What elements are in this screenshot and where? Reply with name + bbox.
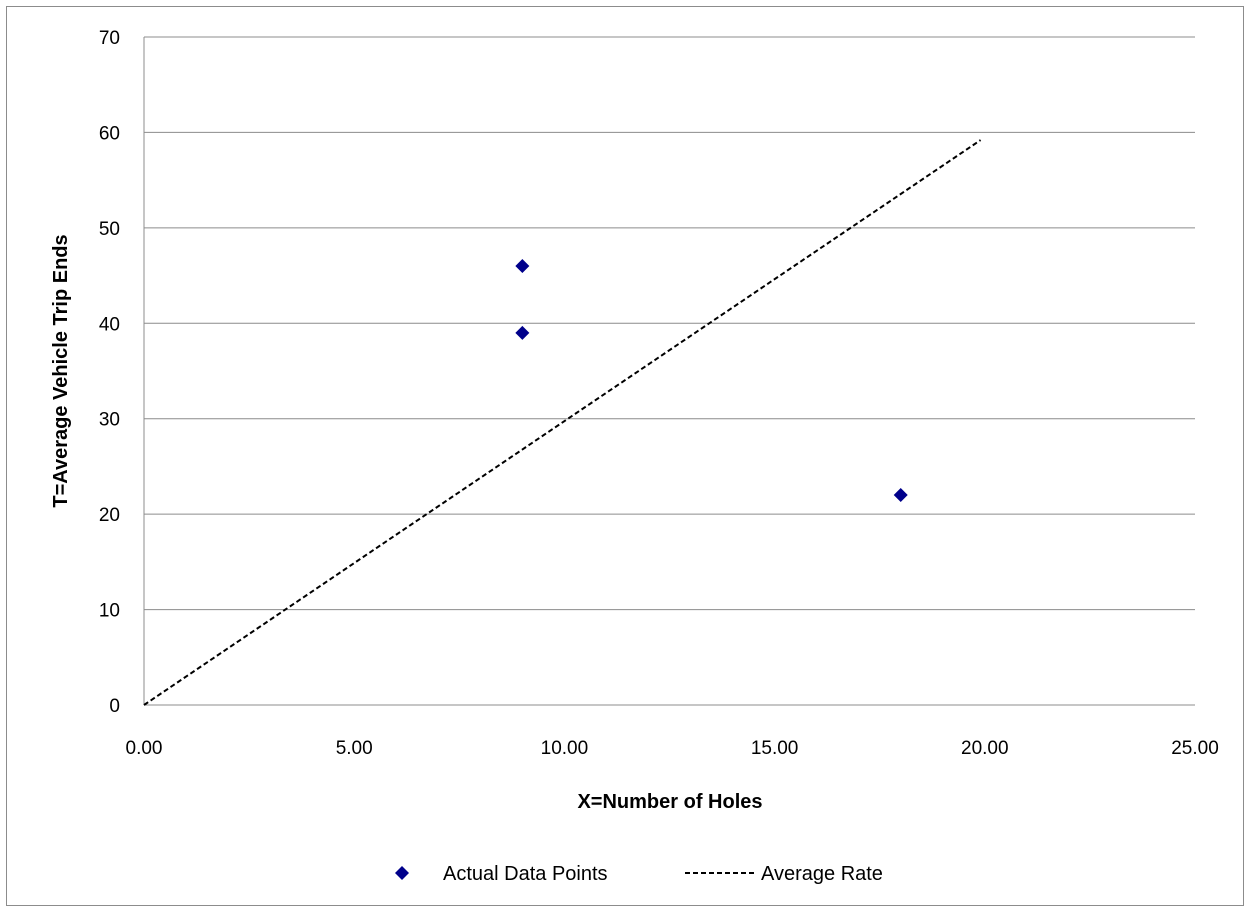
series-line-average-rate	[143, 139, 982, 706]
y-axis-title: T=Average Vehicle Trip Ends	[50, 234, 72, 507]
data-point-actual-data-points	[515, 325, 530, 340]
series-points	[515, 259, 908, 503]
y-tick-label: 50	[99, 219, 120, 240]
data-point-actual-data-points	[515, 259, 530, 274]
x-tick-label: 15.00	[751, 738, 799, 759]
y-axis-ticks: 0 10 20 30 40 50 60 70	[99, 28, 120, 717]
x-axis-title: X=Number of Holes	[577, 791, 762, 813]
chart-frame	[6, 6, 1244, 906]
x-axis-ticks: 0.00 5.00 10.00 15.00 20.00 25.00	[126, 738, 1219, 759]
series-lines	[143, 139, 982, 706]
x-tick-label: 5.00	[336, 738, 373, 759]
legend-marker-actual-data-points	[395, 866, 409, 880]
legend-label-actual-data-points: Actual Data Points	[443, 863, 608, 885]
y-tick-label: 0	[109, 696, 120, 717]
x-tick-label: 25.00	[1171, 738, 1219, 759]
y-tick-label: 30	[99, 410, 120, 431]
y-tick-label: 60	[99, 123, 120, 144]
legend-label-average-rate: Average Rate	[761, 863, 883, 885]
y-tick-label: 40	[99, 314, 120, 335]
legend: Actual Data Points Average Rate	[395, 863, 883, 885]
x-tick-label: 10.00	[541, 738, 589, 759]
data-point-actual-data-points	[893, 488, 908, 503]
gridlines	[143, 36, 1195, 706]
y-tick-label: 20	[99, 505, 120, 526]
y-tick-label: 10	[99, 601, 120, 622]
x-tick-label: 0.00	[126, 738, 163, 759]
x-tick-label: 20.00	[961, 738, 1009, 759]
y-tick-label: 70	[99, 28, 120, 49]
